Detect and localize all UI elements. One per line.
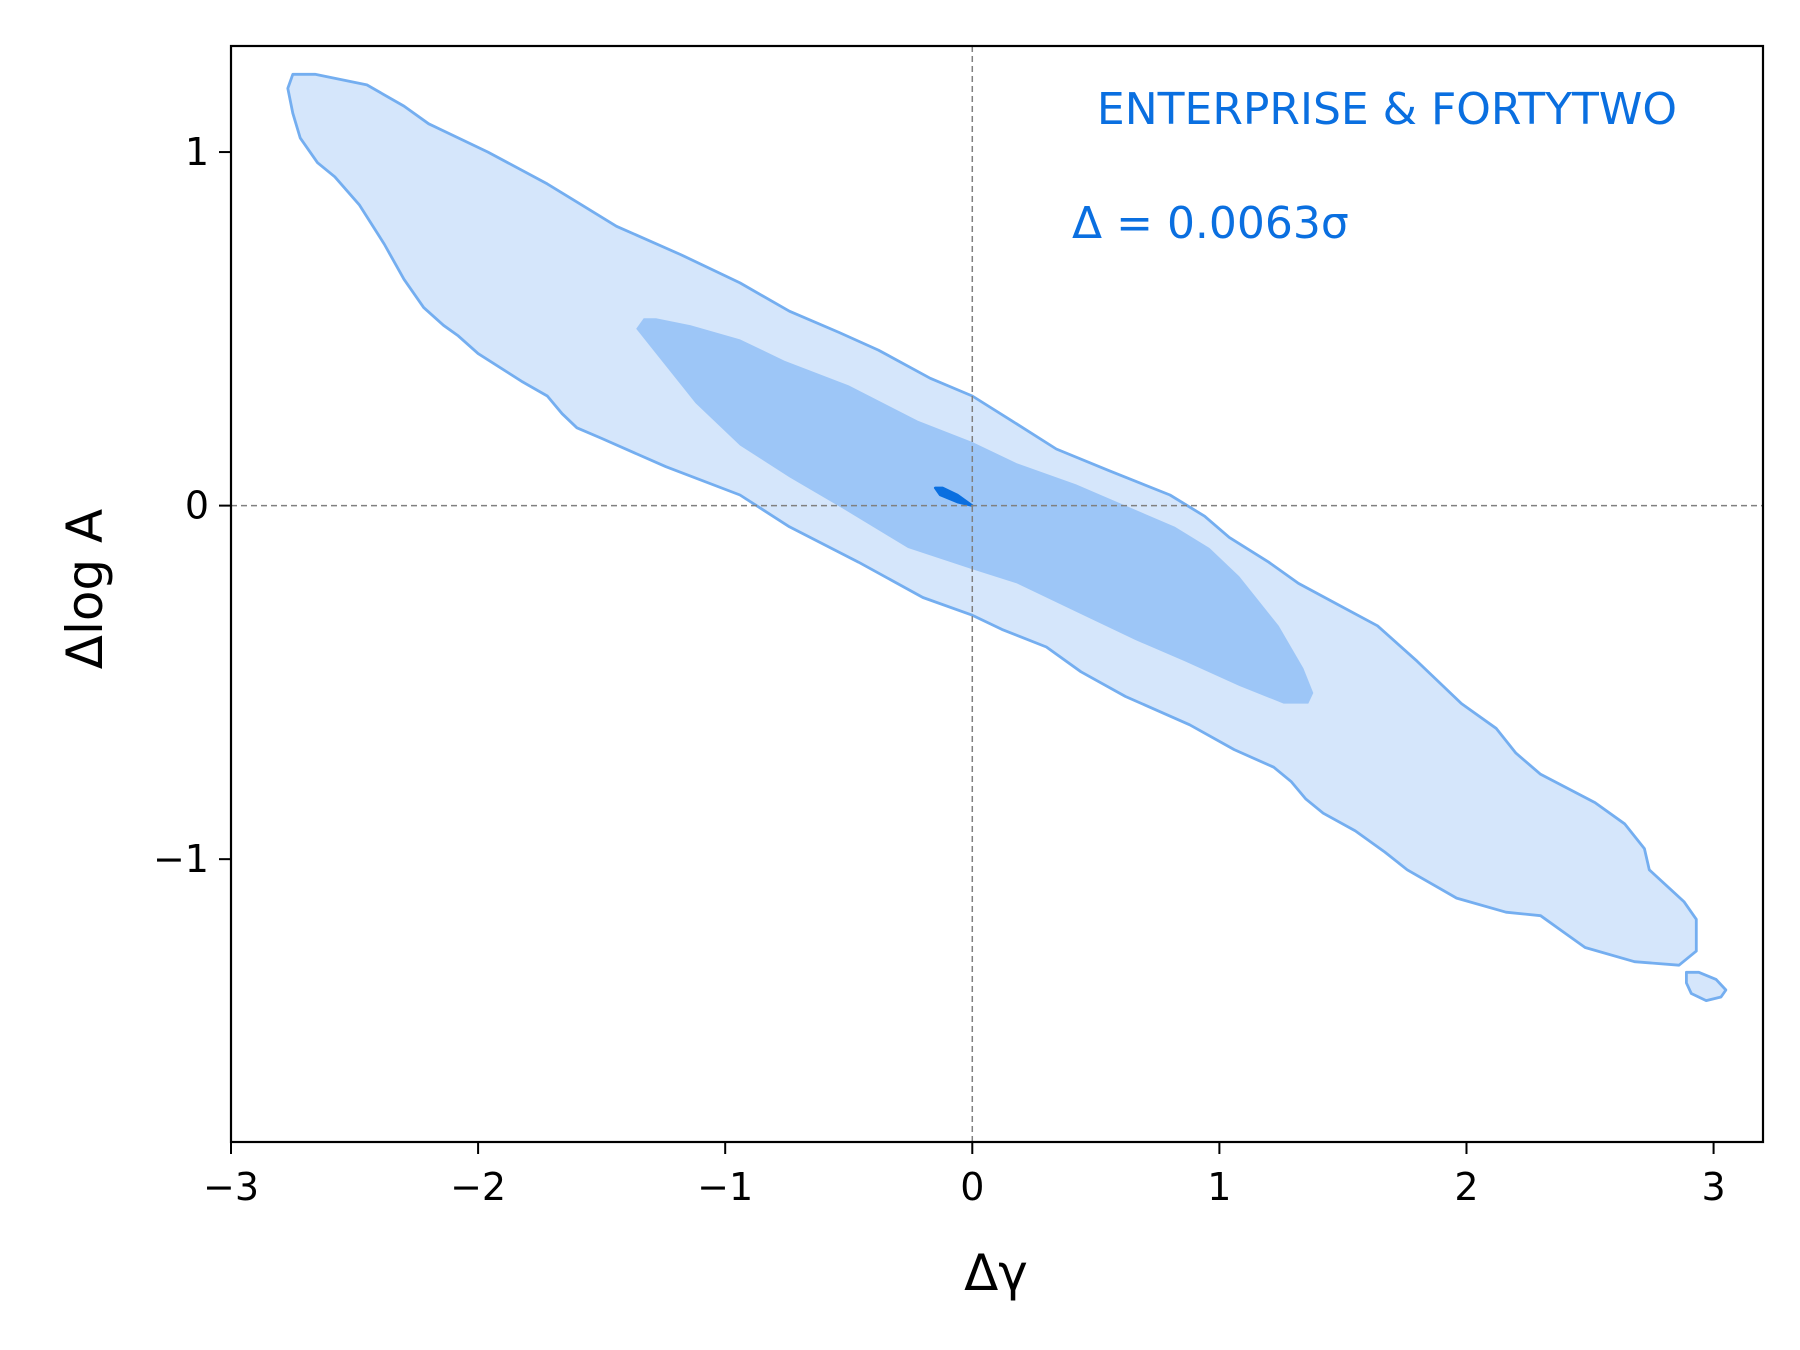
plot-area: [286, 72, 1728, 1002]
x-tick-label: 1: [1207, 1165, 1231, 1209]
x-tick-label: −2: [450, 1165, 506, 1209]
plot-frame: [229, 44, 1765, 1144]
x-tick-label: 3: [1701, 1165, 1725, 1209]
x-tick-label: −1: [697, 1165, 753, 1209]
annotation-delta: Δ = 0.0063σ: [1072, 198, 1349, 249]
y-axis-label: Δlog A: [56, 509, 114, 670]
x-tick-label: 0: [960, 1165, 984, 1209]
x-axis-label: Δγ: [964, 1244, 1028, 1302]
y-tick-label: −1: [153, 837, 209, 881]
reference-lines: [231, 46, 1763, 1142]
x-tick-label: 2: [1454, 1165, 1478, 1209]
axis-ticks: −3 −2 −1 0 1 2 3 −1 0 1: [153, 130, 1726, 1209]
annotation-title: ENTERPRISE & FORTYTWO: [1097, 84, 1677, 135]
x-tick-label: −3: [203, 1165, 259, 1209]
contour-inner: [636, 318, 1314, 704]
contour-outer-island: [1685, 970, 1728, 1002]
y-tick-label: 0: [185, 484, 209, 528]
y-tick-label: 1: [185, 130, 209, 174]
